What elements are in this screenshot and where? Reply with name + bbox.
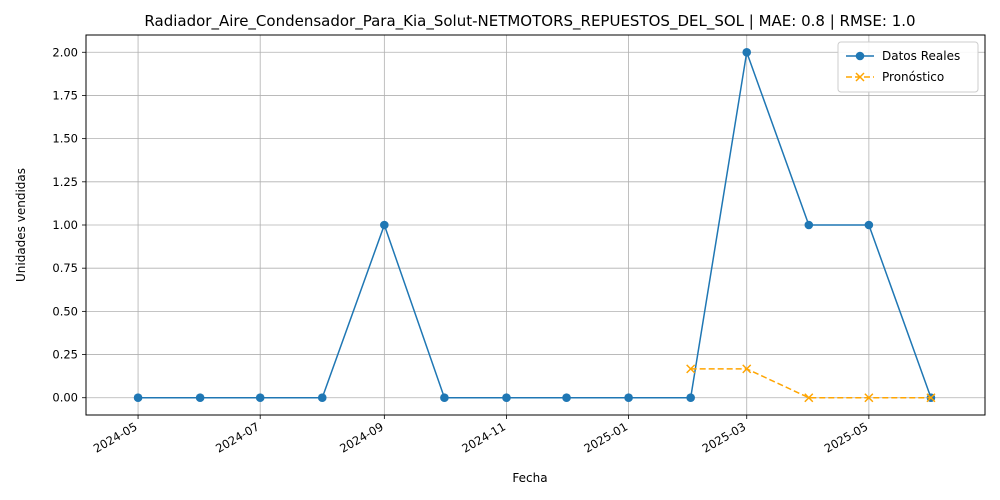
data-point <box>864 220 874 230</box>
series-line <box>138 49 932 399</box>
chart-title: Radiador_Aire_Condensador_Para_Kia_Solut… <box>144 12 915 31</box>
marker-stroke <box>855 72 865 82</box>
marker-stroke <box>926 393 936 403</box>
data-point <box>195 393 205 403</box>
y-tick-label: 0.25 <box>52 348 78 362</box>
marker-stroke <box>686 364 696 374</box>
marker-stroke <box>864 393 874 403</box>
marker-stroke <box>742 364 752 374</box>
x-tick-label: 2025-03 <box>700 419 749 455</box>
data-point <box>926 393 936 403</box>
x-axis-ticks: 2024-05 2024-07 2024-09 2024-11 2025-01 2025-… <box>91 415 870 456</box>
x-tick-label: 2024-09 <box>337 419 386 455</box>
legend-label: Pronóstico <box>882 70 944 84</box>
legend: Datos Reales Pronóstico <box>837 41 979 93</box>
y-tick-label: 0.75 <box>52 261 78 275</box>
legend-label: Datos Reales <box>882 49 960 63</box>
y-tick-label: 1.75 <box>52 88 78 102</box>
y-tick-label: 0.00 <box>52 391 78 405</box>
data-point <box>686 393 695 403</box>
y-axis-label: Unidades vendidas <box>14 168 28 282</box>
data-point <box>624 393 633 403</box>
plot-frame <box>85 34 986 416</box>
y-axis-ticks: 0.00 0.25 0.50 0.75 1.00 1.25 1.50 1.75 2.00 <box>52 45 86 405</box>
marker-stroke <box>804 393 814 403</box>
x-axis-label: Fecha <box>512 471 547 485</box>
x-tick-label: 2025-01 <box>581 419 630 455</box>
data-point <box>855 51 865 61</box>
data-point <box>864 393 874 403</box>
series-line <box>690 368 931 399</box>
x-tick-label: 2025-05 <box>822 419 871 455</box>
y-tick-label: 0.50 <box>52 304 78 318</box>
data-point <box>804 220 814 230</box>
data-point <box>133 393 143 403</box>
y-tick-label: 1.00 <box>52 218 78 232</box>
data-point <box>317 393 327 403</box>
data-point <box>562 393 571 403</box>
data-point <box>855 72 865 82</box>
data-point <box>440 393 449 403</box>
series-layer <box>133 47 936 403</box>
x-tick-label: 2024-11 <box>459 419 508 455</box>
data-point <box>686 364 696 374</box>
data-point <box>255 393 265 403</box>
grid-lines <box>86 35 985 415</box>
legend-box <box>837 41 979 93</box>
x-tick-label: 2024-05 <box>91 419 140 455</box>
y-tick-label: 1.25 <box>52 175 78 189</box>
y-tick-label: 1.50 <box>52 132 78 146</box>
data-point <box>804 393 814 403</box>
y-tick-label: 2.00 <box>52 45 78 59</box>
x-tick-label: 2024-07 <box>213 419 262 455</box>
data-point <box>742 47 752 57</box>
data-point <box>502 393 511 403</box>
data-point <box>380 220 389 230</box>
data-point <box>742 364 752 374</box>
